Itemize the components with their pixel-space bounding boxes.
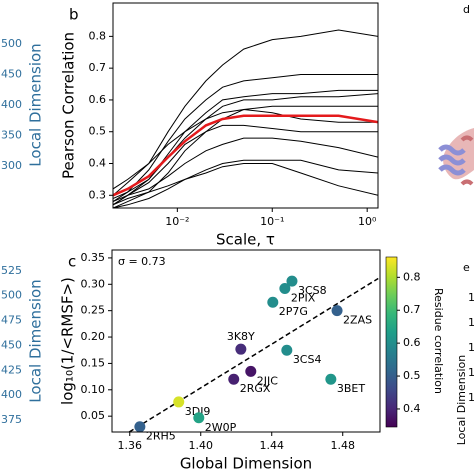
point [267, 296, 279, 308]
point [281, 344, 293, 356]
y-tick-label: 0.25 [81, 304, 106, 317]
fragment-tick-label: 300 [1, 159, 22, 172]
point [286, 275, 298, 287]
y-tick-label: 0.35 [81, 251, 106, 264]
y-tick-label: 0.10 [81, 383, 106, 396]
fragment-tick-label: 425 [1, 363, 22, 376]
series-line [113, 108, 378, 190]
fragment-tick-label: 350 [1, 129, 22, 142]
x-tick-label: 1.36 [117, 439, 142, 452]
fragment-axis-label: Local Dimension [455, 355, 468, 446]
panel-label: e [463, 261, 470, 274]
y-tick-label: 0.4 [89, 157, 107, 170]
colorbar [385, 256, 398, 428]
point [245, 365, 257, 377]
point [173, 396, 185, 408]
fragment-axis-label: Local Dimension [27, 279, 45, 402]
y-tick-label: 0.30 [81, 277, 106, 290]
y-axis-label: log₁₀(1/<RMSF>) [59, 277, 77, 405]
fragment-tick-label: 475 [1, 314, 22, 327]
colorbar-tick-label: 0.6 [403, 336, 421, 349]
fragment-tick-label: 375 [1, 413, 22, 426]
y-tick-label: 0.7 [89, 61, 107, 74]
y-tick-label: 0.3 [89, 188, 107, 201]
point-label: 2W0P [205, 421, 237, 434]
point-label: 3K8Y [227, 330, 255, 343]
fragment-tick-label: 450 [1, 338, 22, 351]
series-line [113, 163, 378, 206]
colorbar-tick-label: 0.8 [403, 270, 421, 283]
fragment-tick-label: 1 [468, 291, 474, 304]
series-line [113, 137, 378, 203]
series-line [113, 29, 378, 196]
point [193, 412, 205, 424]
panel-label: d [463, 3, 470, 16]
point-label: 3CS8 [298, 284, 327, 297]
point-label: 3CS4 [293, 353, 322, 366]
colorbar-tick-label: 0.5 [403, 369, 421, 382]
point-label: 3BET [337, 382, 365, 395]
fragment-tick-label: 400 [1, 98, 22, 111]
point [134, 421, 146, 433]
series-line [113, 74, 378, 203]
y-axis-label: Pearson Correlation [60, 32, 78, 179]
point-label: 3DJ9 [185, 405, 211, 418]
plot-frame [112, 2, 379, 209]
fragment-tick-label: 500 [1, 37, 22, 50]
fragment-axis-label: Local Dimension [27, 43, 45, 166]
x-tick-label: 10⁻¹ [260, 215, 284, 228]
protein-fragment [438, 128, 474, 186]
point-label: 2JJC [257, 374, 278, 387]
series-line [113, 159, 378, 208]
point [331, 305, 343, 317]
panel-label: b [69, 6, 79, 24]
y-tick-label: 0.05 [81, 409, 106, 422]
fragment-tick-label: 400 [1, 388, 22, 401]
point [235, 343, 247, 355]
point-label: 2PIX [291, 292, 316, 305]
trend-line [128, 277, 379, 432]
point [279, 283, 291, 295]
y-tick-label: 0.20 [81, 330, 106, 343]
series-line [113, 114, 378, 197]
fragment-tick-label: 1 [468, 366, 474, 379]
x-tick-label: 1.48 [330, 439, 355, 452]
y-tick-label: 0.8 [89, 29, 107, 42]
point-label: 2ZAS [343, 314, 372, 327]
point-label: 2RH5 [146, 430, 176, 443]
point [228, 373, 240, 385]
series-line [113, 93, 378, 199]
y-tick-label: 0.5 [89, 125, 107, 138]
y-tick-label: 0.15 [81, 356, 106, 369]
panel-label: c [68, 253, 76, 271]
series-line [113, 124, 378, 206]
plot-frame [111, 249, 381, 433]
annotation: σ = 0.73 [118, 255, 166, 268]
fragment-tick-label: 450 [1, 67, 22, 80]
colorbar-tick-label: 0.4 [403, 402, 421, 415]
x-axis-label: Scale, τ [216, 231, 275, 249]
fragment-tick-label: 1 [468, 316, 474, 329]
x-axis-label: Global Dimension [180, 455, 312, 473]
y-tick-label: 0.6 [89, 93, 107, 106]
colorbar-tick-label: 0.7 [403, 303, 421, 316]
point-label: 2RGX [240, 382, 271, 395]
fragment-tick-label: 1 [468, 341, 474, 354]
fragment-tick-label: 525 [1, 264, 22, 277]
colorbar-label: Residue correlation [432, 288, 445, 394]
point [325, 373, 337, 385]
x-tick-label: 1.40 [188, 439, 213, 452]
point-label: 2P7G [279, 305, 308, 318]
x-tick-label: 10⁰ [358, 215, 377, 228]
fragment-tick-label: 500 [1, 289, 22, 302]
x-tick-label: 1.44 [259, 439, 284, 452]
fragment-tick-label: 1 [468, 391, 474, 404]
x-tick-label: 10⁻² [165, 215, 189, 228]
